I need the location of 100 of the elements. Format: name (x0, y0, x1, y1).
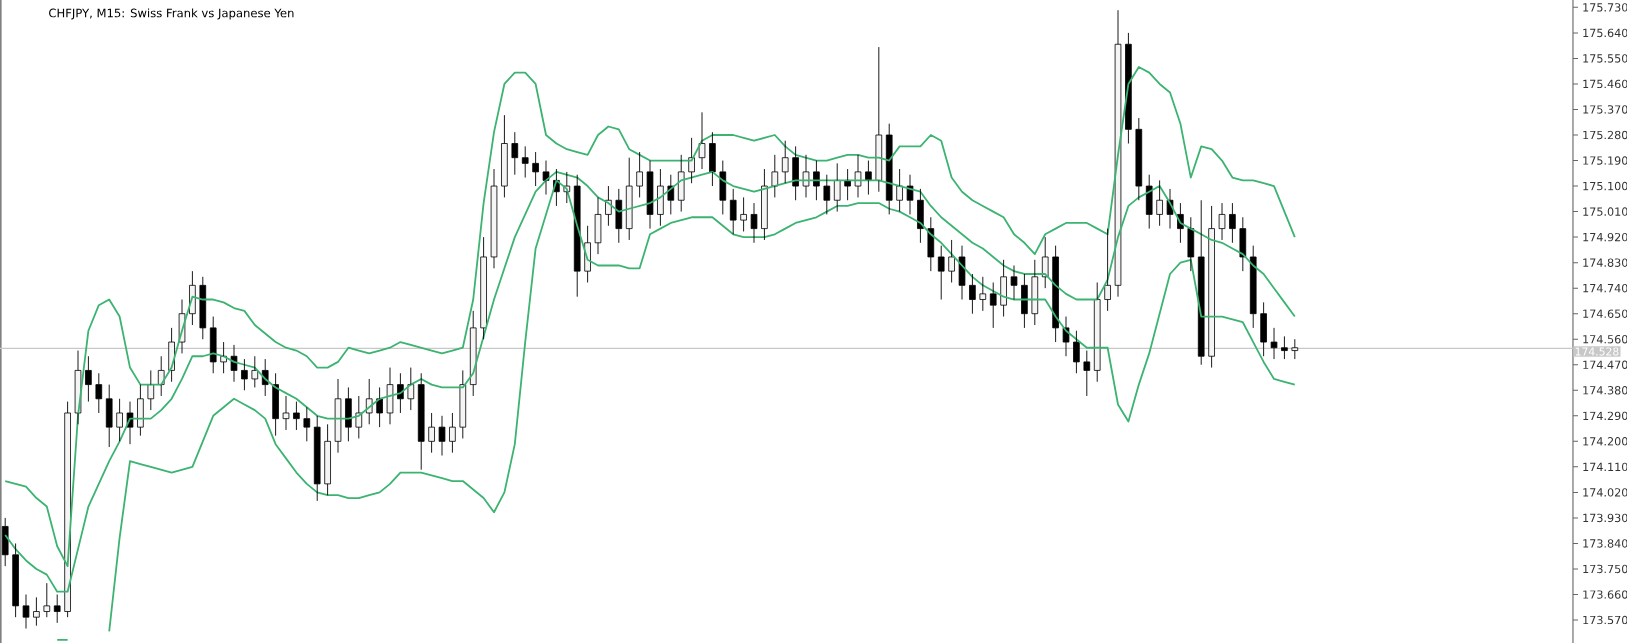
candlestick (615, 188, 623, 244)
candlestick (896, 168, 903, 213)
candlestick (147, 369, 155, 411)
candlestick (1281, 335, 1288, 360)
candlestick (636, 151, 643, 198)
y-tick-label: 174.470 (1583, 360, 1627, 369)
candlestick (490, 168, 498, 269)
candlestick (386, 367, 394, 425)
candlestick (1239, 216, 1247, 272)
y-tick-label: 174.110 (1583, 462, 1627, 472)
candlestick (1218, 202, 1226, 241)
candlestick (1145, 174, 1153, 230)
candlestick (469, 310, 477, 397)
y-tick-label: 174.290 (1583, 411, 1627, 421)
candlestick (1229, 202, 1236, 244)
candlestick (293, 401, 300, 431)
candlestick (376, 387, 383, 428)
text: CHFJPY, M15: Swiss Frank vs Japanese Yen (49, 8, 294, 20)
candlestick (1041, 236, 1049, 289)
candlestick (459, 369, 467, 439)
y-tick-label: 175.640 (1583, 28, 1627, 38)
y-tick-label: 174.560 (1583, 334, 1627, 344)
candlestick (937, 245, 945, 300)
candlestick (105, 384, 113, 448)
y-tick-label: 173.930 (1583, 513, 1627, 523)
candlestick (407, 367, 415, 411)
y-tick-label: 174.380 (1583, 386, 1627, 395)
candlestick (303, 406, 311, 442)
candlestick (22, 594, 30, 629)
y-tick-label: 173.570 (1583, 615, 1627, 625)
candlestick (625, 157, 633, 241)
candlestick (761, 168, 768, 241)
candlestick (480, 236, 487, 340)
y-tick-label: 174.830 (1583, 258, 1627, 267)
candlestick (844, 168, 851, 201)
candlestick (1021, 273, 1028, 329)
candlestick (573, 174, 581, 298)
candlestick (501, 114, 508, 198)
candlestick (438, 415, 446, 456)
y-tick-label: 175.280 (1583, 130, 1627, 140)
y-tick-label: 175.010 (1583, 207, 1627, 216)
candlestick (989, 282, 997, 329)
candlestick (1104, 228, 1111, 312)
y-tick-label: 175.190 (1583, 156, 1627, 165)
candlestick (324, 423, 331, 496)
candlestick (199, 276, 207, 340)
candlestick (417, 372, 425, 471)
candlestick (802, 154, 810, 198)
candlestick (865, 160, 872, 196)
y-tick-label: 174.920 (1583, 232, 1627, 242)
candlestick (885, 123, 893, 215)
candlestick (1062, 316, 1070, 357)
candlestick (875, 46, 883, 193)
candlestick (1270, 327, 1278, 360)
y-tick-label: 173.840 (1583, 539, 1627, 548)
candlestick (1073, 330, 1080, 374)
y-tick-label: 173.750 (1583, 564, 1627, 574)
candlestick (334, 378, 342, 454)
candlestick (12, 542, 19, 618)
y-tick-label: 174.740 (1583, 283, 1627, 293)
candlestick (1000, 259, 1007, 317)
candlestick (1125, 32, 1132, 144)
candlestick (1208, 205, 1215, 369)
candlestick (43, 582, 51, 618)
candlestick (1156, 179, 1163, 227)
y-tick-label: 174.650 (1583, 309, 1627, 318)
candlestick (854, 154, 862, 198)
candlestick (511, 131, 519, 176)
candlestick (1083, 350, 1091, 397)
candlestick (1187, 216, 1195, 272)
y-tick-label: 173.660 (1583, 590, 1627, 599)
candlestick (948, 239, 955, 283)
candlestick (85, 355, 92, 403)
candlestick (1197, 199, 1205, 366)
candlestick (792, 145, 799, 201)
candlestick (646, 160, 654, 230)
candlestick (958, 245, 966, 300)
candlestick (1114, 9, 1122, 298)
candlestick (906, 174, 914, 215)
candlestick (927, 216, 935, 272)
candlestick (781, 140, 789, 184)
candlestick (282, 395, 290, 431)
candlestick (137, 384, 144, 437)
candlestick (823, 174, 831, 215)
candlestick (969, 273, 976, 315)
candlestick (251, 355, 259, 388)
candlestick (719, 160, 727, 215)
candlestick (313, 415, 321, 502)
candlestick (1260, 301, 1267, 357)
candlestick (241, 358, 248, 391)
candlestick (833, 162, 841, 213)
candlestick (1031, 259, 1039, 326)
candlestick (771, 154, 779, 198)
candlestick (33, 596, 40, 627)
candlestick (750, 202, 758, 244)
y-tick-label: 175.730 (1583, 3, 1627, 12)
candlestick (209, 316, 217, 374)
y-tick-label: 175.550 (1583, 54, 1627, 63)
candlestick (64, 401, 71, 618)
candlestick (116, 398, 123, 442)
